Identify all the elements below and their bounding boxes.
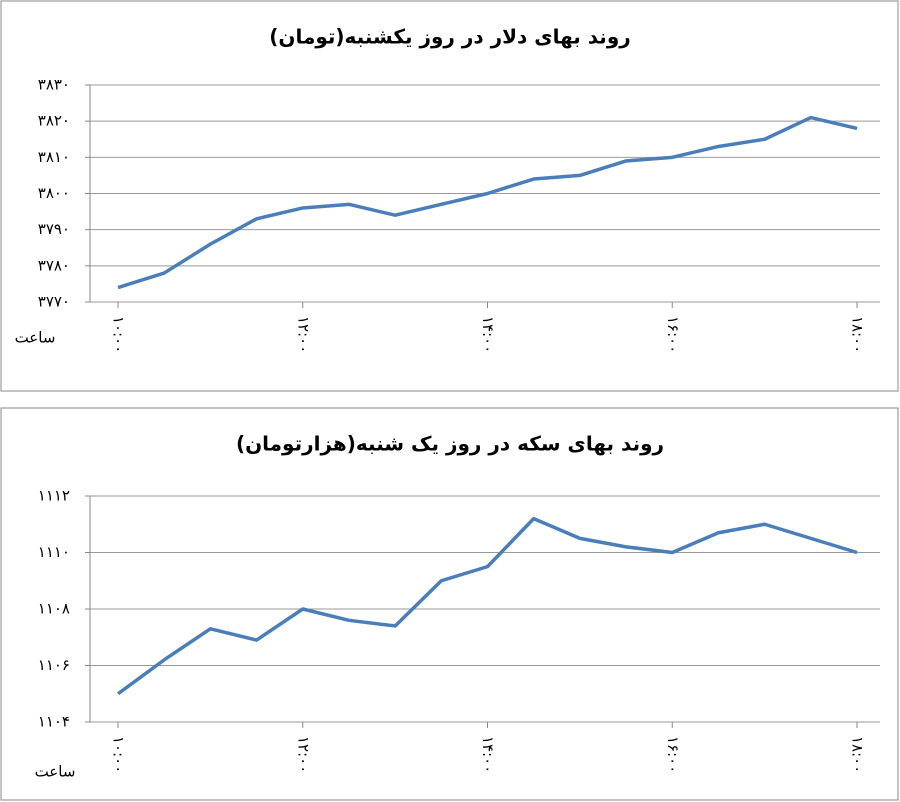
- y-tick-label: ۱۱۰۶: [38, 656, 70, 674]
- y-tick-label: ۳۷۹۰: [38, 220, 70, 238]
- y-tick-label: ۳۸۲۰: [38, 112, 70, 130]
- x-axis-label: ساعت: [15, 329, 56, 347]
- x-tick-label: ۱۸:۰۰: [849, 316, 867, 353]
- y-tick-label: ۱۱۱۰: [38, 543, 70, 561]
- x-tick-label: ۱۲:۰۰: [294, 736, 312, 773]
- data-line: [117, 115, 858, 290]
- chart-title: روند بهای دلار در روز یکشنبه(تومان): [269, 25, 631, 49]
- y-tick-label: ۳۷۷۰: [38, 293, 70, 311]
- x-tick-label: ۱۰:۰۰: [110, 316, 128, 353]
- y-tick-label: ۱۱۱۲: [38, 487, 70, 505]
- chart-frame: [0, 407, 899, 801]
- x-tick-label: ۱۶:۰۰: [664, 736, 682, 773]
- data-line: [116, 516, 858, 696]
- chart-title: روند بهای سکه در روز یک شنبه(هزارتومان): [236, 432, 664, 456]
- x-tick-label: ۱۰:۰۰: [110, 736, 128, 773]
- x-tick-label: ۱۸:۰۰: [849, 736, 867, 773]
- y-tick-label: ۳۷۸۰: [38, 256, 70, 274]
- y-tick-label: ۳۸۱۰: [38, 148, 70, 166]
- x-tick-label: ۱۴:۰۰: [479, 316, 497, 353]
- x-tick-label: ۱۲:۰۰: [294, 316, 312, 353]
- x-tick-label: ۱۴:۰۰: [479, 736, 497, 773]
- chart-frame: [0, 0, 899, 392]
- x-tick-label: ۱۶:۰۰: [664, 316, 682, 353]
- x-axis-label: ساعت: [35, 763, 76, 781]
- y-tick-label: ۱۱۰۴: [38, 713, 70, 731]
- y-tick-label: ۳۸۰۰: [38, 184, 70, 202]
- y-tick-label: ۱۱۰۸: [38, 600, 70, 618]
- y-tick-label: ۳۸۳۰: [38, 76, 70, 94]
